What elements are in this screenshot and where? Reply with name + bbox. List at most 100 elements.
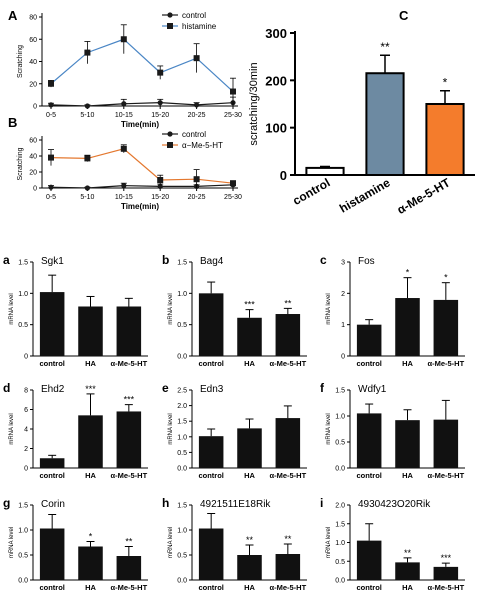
panel-A: A 0 20 40 60 80 0-5 5-10 10-15 15-20 20-25 25-30 Tim… xyxy=(8,8,242,129)
data-point xyxy=(48,80,54,87)
x-tick-label: control xyxy=(39,359,64,368)
y-tick-label: 0.0 xyxy=(335,578,345,585)
x-tick-label: histamine xyxy=(337,175,393,215)
bar-2 xyxy=(116,411,142,468)
bar-2 xyxy=(433,566,459,580)
y-tick-label: 20 xyxy=(29,81,37,88)
y-tick-label: 200 xyxy=(265,73,287,88)
bar-0 xyxy=(356,413,382,468)
y-tick-label: 2 xyxy=(341,291,345,298)
panel-label: C xyxy=(399,8,409,23)
y-tick-label: 80 xyxy=(29,15,37,22)
panel-label: g xyxy=(3,496,10,510)
y-tick-label: 2.5 xyxy=(177,388,187,395)
y-tick-label: 0.0 xyxy=(177,578,187,585)
panel-label: A xyxy=(8,8,18,23)
panel-d: d Ehd2 0 2 4 6 8 mRNA level control *** HA *** α-Me-… xyxy=(3,381,148,480)
series-line-1 xyxy=(50,148,234,184)
x-tick-label: control xyxy=(356,583,381,592)
significance-label: * xyxy=(406,268,410,278)
bar-1 xyxy=(395,420,420,468)
x-tick-label: HA xyxy=(85,359,96,368)
y-tick-label: 0 xyxy=(280,168,287,183)
y-tick-label: 1.0 xyxy=(177,434,187,441)
series-line-1 xyxy=(50,38,234,92)
y-tick-label: 1.0 xyxy=(18,528,28,535)
y-tick-label: 100 xyxy=(265,121,287,136)
y-axis-title: mRNA level xyxy=(326,527,332,558)
significance-label: *** xyxy=(441,553,452,563)
panel-B: B 0 20 40 60 0-5 5-10 10-15 15-20 20-25 25-30 Time(… xyxy=(8,115,242,211)
bar-2 xyxy=(433,419,459,468)
y-tick-label: 1.5 xyxy=(177,419,187,426)
panel-label: d xyxy=(3,381,10,395)
y-axis-title: mRNA level xyxy=(9,293,15,324)
x-tick-label: HA xyxy=(244,583,255,592)
x-tick-label: 25-30 xyxy=(224,194,242,201)
panel-title: Sgk1 xyxy=(41,256,64,267)
x-tick-label: 20-25 xyxy=(188,194,206,201)
x-axis-title: Time(min) xyxy=(121,120,159,129)
x-tick-label: control xyxy=(39,471,64,480)
x-tick-label: α-Me-5-HT xyxy=(110,583,147,592)
x-tick-label: HA xyxy=(402,583,413,592)
bar-0 xyxy=(356,324,382,356)
y-tick-label: 0 xyxy=(341,354,345,361)
significance-label: * xyxy=(443,76,448,90)
data-point xyxy=(230,88,236,95)
y-tick-label: 0.0 xyxy=(335,466,345,473)
data-point xyxy=(48,154,54,161)
x-tick-label: control xyxy=(356,471,381,480)
x-tick-label: HA xyxy=(244,359,255,368)
panel-label: i xyxy=(320,496,323,510)
y-tick-label: 1.5 xyxy=(18,503,28,510)
bar-2 xyxy=(425,103,465,176)
y-tick-label: 300 xyxy=(265,26,287,41)
y-tick-label: 3 xyxy=(341,260,345,267)
bar-0 xyxy=(39,292,65,356)
bar-2 xyxy=(275,418,301,468)
panel-title: Bag4 xyxy=(200,256,224,267)
y-tick-label: 0.5 xyxy=(177,322,187,329)
panel-f: f Wdfy1 0.0 0.5 1.0 1.5 mRNA level control HA α-M… xyxy=(320,381,465,480)
panel-a: a Sgk1 0 0.5 1.0 1.5 mRNA level control HA α-Me-5… xyxy=(3,253,148,368)
y-axis-title: Scratching xyxy=(17,45,24,78)
bar-1 xyxy=(237,555,262,580)
x-tick-label: α-Me-5-HT xyxy=(427,471,464,480)
legend-marker xyxy=(167,142,173,148)
x-tick-label: α-Me-5-HT xyxy=(269,583,306,592)
legend-label: control xyxy=(182,11,206,20)
legend-label: control xyxy=(182,130,206,139)
x-tick-label: 10-15 xyxy=(115,112,133,119)
significance-label: ** xyxy=(284,534,292,544)
data-point xyxy=(157,183,163,189)
panel-g: g Corin 0.0 0.5 1.0 1.5 mRNA level control * HA **… xyxy=(3,496,148,592)
x-tick-label: α-Me-5-HT xyxy=(110,359,147,368)
panel-title: Edn3 xyxy=(200,384,224,395)
y-tick-label: 4 xyxy=(24,427,28,434)
bar-1 xyxy=(78,415,103,468)
significance-label: *** xyxy=(124,395,135,405)
significance-label: * xyxy=(89,532,93,542)
x-tick-label: control xyxy=(198,359,223,368)
x-axis-title: Time(min) xyxy=(121,202,159,211)
panel-e: e Edn3 0.0 0.5 1.0 1.5 2.0 2.5 mRNA level control… xyxy=(162,381,307,480)
significance-label: ** xyxy=(284,298,292,308)
panel-label: B xyxy=(8,115,17,130)
data-point xyxy=(84,185,90,191)
panel-title: Corin xyxy=(41,499,65,510)
x-tick-label: 25-30 xyxy=(224,112,242,119)
significance-label: ** xyxy=(246,535,254,545)
data-point xyxy=(84,49,91,56)
panel-i: i 4930423O20Rik 0.0 0.5 1.0 1.5 2.0 mRNA level c… xyxy=(320,496,465,592)
panel-label: c xyxy=(320,253,327,267)
x-tick-label: 5-10 xyxy=(80,112,94,119)
y-tick-label: 40 xyxy=(29,59,37,66)
bar-2 xyxy=(275,554,301,580)
x-tick-label: α-Me-5-HT xyxy=(427,359,464,368)
panel-c: c Fos 0 1 2 3 mRNA level control * HA * α-Me-5-HT xyxy=(320,253,465,368)
y-tick-label: 1.0 xyxy=(335,414,345,421)
y-tick-label: 0 xyxy=(24,466,28,473)
panel-label: e xyxy=(162,381,169,395)
